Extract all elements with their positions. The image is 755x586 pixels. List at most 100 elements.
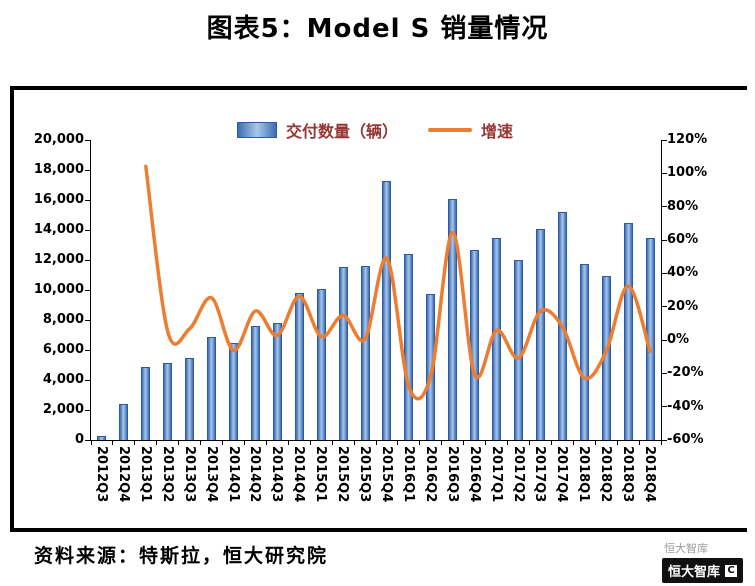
logo: 恒大智库 恒大智库 C [661, 540, 743, 583]
delivery-bar [97, 436, 107, 440]
chart-legend: 交付数量（辆） 增速 [90, 118, 660, 142]
y-axis-left-tick-label: 8,000 [42, 312, 84, 327]
delivery-bar [272, 323, 282, 440]
x-axis-category-label: 2016Q2 [422, 446, 438, 503]
left-rule [10, 86, 14, 532]
y-axis-left-tickmark [85, 259, 90, 261]
y-axis-left-tickmark [85, 319, 90, 321]
x-axis-tickmark [638, 440, 640, 445]
x-axis-tickmark [222, 440, 224, 445]
delivery-bar [316, 289, 326, 440]
x-axis-tickmark [550, 440, 552, 445]
x-axis-tickmark [112, 440, 114, 445]
x-axis-tickmark [156, 440, 158, 445]
y-axis-left-tick-label: 20,000 [33, 132, 84, 147]
y-axis-right-tickmark [662, 306, 667, 308]
y-axis-right-tickmark [662, 206, 667, 208]
delivery-bar [579, 264, 589, 440]
y-axis-left-tick-label: 16,000 [33, 192, 84, 207]
line-series-swatch-icon [428, 128, 472, 132]
x-axis-category-label: 2014Q2 [247, 446, 263, 503]
y-axis-right-tickmark [662, 239, 667, 241]
y-axis-right-tick-label: 80% [667, 198, 699, 214]
delivery-bar [163, 362, 173, 440]
y-axis-right-tick-label: 100% [667, 165, 708, 181]
x-axis-category-label: 2014Q4 [291, 446, 307, 503]
y-axis-left-tickmark [85, 289, 90, 291]
delivery-bar [448, 199, 458, 440]
y-axis-right-tickmark [662, 406, 667, 408]
y-axis-left-tick-label: 10,000 [33, 282, 84, 297]
x-axis-tickmark [572, 440, 574, 445]
x-axis-tickmark [441, 440, 443, 445]
x-axis-tickmark [134, 440, 136, 445]
logo-top-text: 恒大智库 [663, 542, 708, 555]
logo-glyph-icon: C [725, 564, 737, 577]
y-axis-left: 0 2,000 4,000 6,000 8,000 10,000 12,000 14,000 1… [0, 132, 84, 447]
source-text: 资料来源：特斯拉，恒大研究院 [34, 545, 329, 567]
x-axis-tickmark [243, 440, 245, 445]
x-axis-category-label: 2018Q3 [620, 446, 636, 503]
x-axis-category-label: 2017Q2 [510, 446, 526, 503]
y-axis-left-tickmark [85, 439, 90, 441]
x-axis-tickmark [353, 440, 355, 445]
logo-badge-text: 恒大智库 [667, 565, 720, 580]
x-axis-category-label: 2015Q3 [357, 446, 373, 503]
x-axis-tickmark [178, 440, 180, 445]
y-axis-left-tickmark [85, 169, 90, 171]
x-axis-tickmark [594, 440, 596, 445]
x-axis-category-label: 2018Q1 [576, 446, 592, 503]
delivery-bar [535, 229, 545, 440]
x-axis-tickmark [397, 440, 399, 445]
delivery-bar [141, 366, 151, 440]
x-axis-category-label: 2016Q3 [444, 446, 460, 503]
x-axis-category-label: 2014Q3 [269, 446, 285, 503]
y-axis-right-tickmark [662, 172, 667, 174]
x-axis-tickmark [375, 440, 377, 445]
y-axis-right-tickmark [662, 139, 667, 141]
chart-title: 图表5：Model S 销量情况 [206, 14, 549, 44]
x-axis-category-label: 2015Q4 [378, 446, 394, 503]
y-axis-right-tick-label: 0% [667, 332, 690, 347]
x-axis-tickmark [507, 440, 509, 445]
y-axis-right-tick-label: -40% [667, 398, 704, 414]
y-axis-right-tick-label: -60% [667, 432, 704, 447]
y-axis-left-tickmark [85, 139, 90, 141]
y-axis-right-tickmark [662, 272, 667, 274]
x-axis: 2012Q3 2012Q4 2013Q1 2013Q2 2013Q3 2013Q4 2014… [90, 440, 660, 520]
y-axis-left-tickmark [85, 379, 90, 381]
y-axis-left-tickmark [85, 229, 90, 231]
x-axis-tickmark [660, 440, 662, 445]
delivery-bar [426, 293, 436, 440]
y-axis-right-tick-label: 60% [667, 232, 699, 247]
y-axis-right-tick-label: -20% [667, 365, 704, 381]
delivery-bar [338, 267, 348, 440]
x-axis-tickmark [463, 440, 465, 445]
y-axis-right-tick-label: 20% [667, 298, 699, 314]
top-rule [10, 86, 747, 90]
x-axis-tickmark [485, 440, 487, 445]
x-axis-category-label: 2016Q4 [466, 446, 482, 503]
y-axis-left-tickmark [85, 409, 90, 411]
x-axis-category-label: 2015Q2 [335, 446, 351, 503]
y-axis-left-tick-label: 0 [74, 432, 84, 447]
legend-item-growth: 增速 [428, 118, 513, 142]
x-axis-tickmark [331, 440, 333, 445]
plot-area [85, 139, 667, 445]
delivery-bar [294, 292, 304, 440]
bar-series-swatch-icon [236, 122, 277, 138]
bottom-rule [10, 528, 747, 532]
x-axis-category-label: 2018Q2 [598, 446, 614, 503]
y-axis-left-tick-label: 18,000 [33, 162, 84, 177]
delivery-bar [382, 180, 392, 440]
y-axis-right-tick-label: 120% [667, 132, 708, 147]
legend-bar-label: 交付数量（辆） [285, 122, 398, 141]
y-axis-right-tickmark [662, 372, 667, 374]
y-axis-left-tick-label: 12,000 [33, 252, 84, 267]
x-axis-category-label: 2013Q2 [159, 446, 175, 503]
logo-badge: 恒大智库 C [661, 558, 743, 583]
y-axis-right-tickmark [662, 339, 667, 341]
y-axis-left-tick-label: 2,000 [42, 402, 84, 417]
delivery-bar [119, 404, 129, 440]
